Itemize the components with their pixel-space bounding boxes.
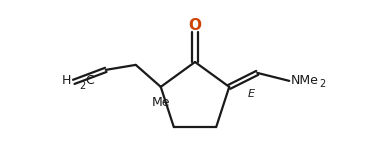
Text: NMe: NMe bbox=[291, 74, 319, 87]
Text: E: E bbox=[248, 89, 255, 99]
Text: Me: Me bbox=[152, 96, 170, 109]
Text: 2: 2 bbox=[79, 81, 85, 91]
Text: O: O bbox=[188, 18, 202, 33]
Text: 2: 2 bbox=[319, 79, 326, 89]
Text: H: H bbox=[61, 74, 71, 87]
Text: C: C bbox=[85, 74, 94, 87]
